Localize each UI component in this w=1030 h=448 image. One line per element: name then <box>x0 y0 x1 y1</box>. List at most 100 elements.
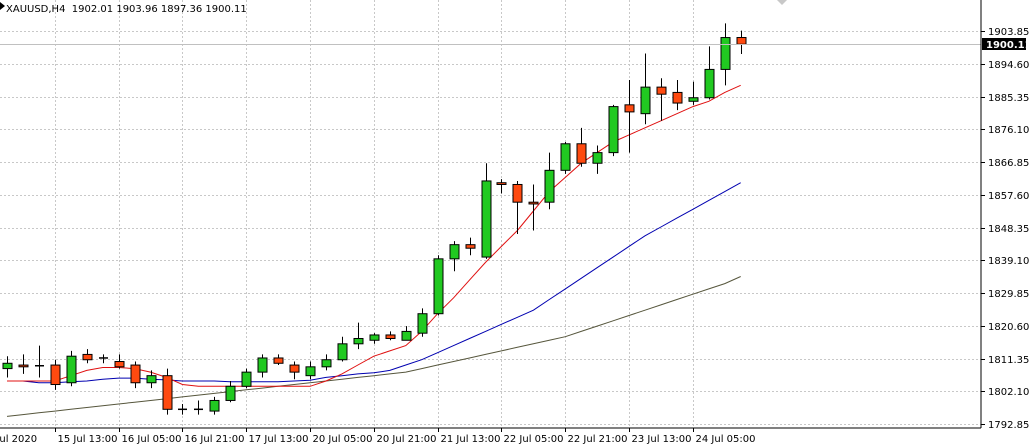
candle <box>369 333 380 344</box>
candle <box>640 53 651 125</box>
candle-body-bearish <box>512 183 523 203</box>
candle-body-bullish <box>369 334 380 341</box>
candle <box>465 237 476 256</box>
candle-body-bearish <box>273 357 284 364</box>
time-tick-label: 20 Jul 05:00 <box>313 434 373 445</box>
candle-body-bullish <box>225 385 236 401</box>
time-tick-label: 23 Jul 13:00 <box>632 434 692 445</box>
candle <box>385 331 396 341</box>
candle <box>130 361 141 389</box>
candle-body-bearish <box>18 364 29 368</box>
price-tick-label: 1820.60 <box>988 322 1029 333</box>
candle-body-bullish <box>417 313 428 334</box>
candle-body-bullish <box>592 152 603 164</box>
candle-body-bullish <box>704 68 715 99</box>
candle-body-bullish <box>720 37 731 70</box>
candle-body-bullish <box>688 97 699 102</box>
candle <box>99 354 108 364</box>
candle <box>305 361 316 380</box>
candle-body-bearish <box>385 334 396 339</box>
candle-body-bearish <box>528 201 539 205</box>
candle-body-bearish <box>672 91 683 104</box>
candle <box>321 354 332 371</box>
header: XAUUSD,H4 1902.01 1903.96 1897.36 1900.1… <box>0 2 247 15</box>
candle <box>720 23 731 86</box>
candle-body-bearish <box>114 361 125 368</box>
candle <box>2 356 13 378</box>
price-tick-label: 1857.60 <box>988 191 1029 202</box>
candle <box>241 368 252 389</box>
price-tick-label: 1848.35 <box>988 224 1029 235</box>
candle-body-bearish <box>736 37 747 45</box>
candle-body-bullish <box>146 375 157 384</box>
candle <box>624 80 635 153</box>
scroll-marker-icon <box>777 0 787 5</box>
candle-body-bullish <box>257 357 268 373</box>
current-price-tag: 1900.11 <box>982 38 1030 51</box>
price-tick-label: 1839.10 <box>988 256 1029 267</box>
candle <box>82 349 93 364</box>
candle <box>18 354 29 374</box>
candle <box>496 179 507 194</box>
candle-body-bearish <box>82 353 93 361</box>
moving-average-mid-line <box>7 182 741 384</box>
candle-body-bullish <box>66 355 77 384</box>
candle <box>433 255 444 316</box>
candle-body-bullish <box>481 180 492 258</box>
candle <box>544 152 555 210</box>
time-tick-label: 24 Jul 05:00 <box>696 434 756 445</box>
price-tick-label: 1885.35 <box>988 93 1029 104</box>
candle-body-bullish <box>449 244 460 260</box>
current-price-tag-background <box>982 38 1026 50</box>
candle-body-bearish <box>465 244 476 249</box>
candle <box>66 350 77 387</box>
candle <box>672 80 683 111</box>
candlesticks <box>2 23 747 415</box>
candle <box>50 359 61 390</box>
candle-body-bullish <box>2 362 13 370</box>
candle-body-bullish <box>560 143 571 171</box>
candle <box>608 104 619 157</box>
time-tick-label: 17 Jul 13:00 <box>249 434 309 445</box>
price-tick-label: 1894.60 <box>988 60 1029 71</box>
candle <box>353 322 364 350</box>
candle <box>528 184 539 231</box>
price-axis-ticks: 1903.85 1894.60 1885.35 1876.10 1866.85 1857.… <box>981 27 1029 431</box>
time-tick-label: 21 Jul 13:00 <box>441 434 501 445</box>
price-axis[interactable]: 1903.85 1894.60 1885.35 1876.10 1866.85 1857.… <box>980 0 1030 431</box>
header-dropdown-arrow-icon[interactable] <box>0 2 5 10</box>
candle <box>512 180 523 235</box>
price-tick-label: 1829.85 <box>988 289 1029 300</box>
candle-body-bullish <box>241 371 252 387</box>
candle-body-bearish <box>576 143 587 164</box>
candle-body-bullish <box>337 343 348 361</box>
candle <box>592 145 603 174</box>
candle-body-bearish <box>496 182 507 185</box>
candle-body-bullish <box>640 86 651 115</box>
candle <box>225 380 236 403</box>
time-tick-label: 16 Jul 21:00 <box>185 434 245 445</box>
price-tick-label: 1811.35 <box>988 355 1029 366</box>
candle-body-bearish <box>624 104 635 113</box>
candle-body-bearish <box>162 375 173 410</box>
time-tick-label: 22 Jul 21:00 <box>568 434 628 445</box>
time-tick-label: 15 Jul 13:00 <box>58 434 118 445</box>
moving-average-slow-line <box>6 276 741 417</box>
candle <box>481 163 492 259</box>
candle <box>688 81 699 105</box>
candle <box>401 326 412 341</box>
candle <box>194 400 203 415</box>
time-tick-label: 20 Jul 21:00 <box>377 434 437 445</box>
candle <box>704 46 715 100</box>
candle <box>257 354 268 378</box>
candle-body-bearish <box>656 86 667 95</box>
candle-body-bearish <box>50 364 61 386</box>
candle-body-bullish <box>321 359 332 368</box>
price-tick-label: 1866.85 <box>988 158 1029 169</box>
symbol-ohlc-header: XAUUSD,H4 1902.01 1903.96 1897.36 1900.1… <box>6 4 247 15</box>
candle <box>337 336 348 362</box>
candle <box>576 127 587 167</box>
